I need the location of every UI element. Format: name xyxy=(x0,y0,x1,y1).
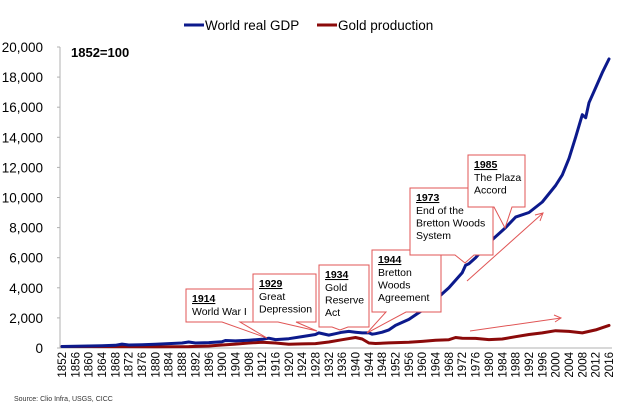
y-tick-label: 10,000 xyxy=(2,191,43,206)
x-tick-label: 1964 xyxy=(431,351,443,377)
annotation-callout-box xyxy=(467,154,526,230)
gold-trend-arrow xyxy=(469,317,562,332)
y-tick-label: 6,000 xyxy=(9,251,43,266)
annotation-text: World War I xyxy=(192,306,247,318)
x-tick-label: 1900 xyxy=(217,352,229,378)
x-tick-label: 1940 xyxy=(351,352,363,378)
annotation-text: Great xyxy=(259,291,285,303)
x-tick-label: 2000 xyxy=(551,352,563,378)
x-tick-label: 1972 xyxy=(457,352,469,378)
x-tick-label: 1936 xyxy=(337,352,349,378)
x-tick-label: 1932 xyxy=(324,352,336,378)
annotation-text: End of the xyxy=(416,205,464,217)
x-tick-label: 1880 xyxy=(150,352,162,378)
y-tick-label: 0 xyxy=(35,341,43,356)
x-tick-label: 1872 xyxy=(124,352,136,378)
x-tick-label: 1856 xyxy=(70,352,82,378)
x-tick-label: 1980 xyxy=(484,352,496,378)
y-axis: 0 2,000 4,000 6,000 8,000 10,000 12,000 14,000 1… xyxy=(2,40,61,356)
trend-arrows xyxy=(466,212,563,332)
x-tick-label: 2016 xyxy=(604,352,616,378)
index-base-note: 1852=100 xyxy=(71,45,129,60)
x-tick-label: 1988 xyxy=(511,352,523,378)
x-tick-label: 1908 xyxy=(244,352,256,378)
x-tick-label: 1976 xyxy=(471,352,483,378)
annotation-text: Depression xyxy=(259,304,312,316)
gdp-trend-arrow xyxy=(466,212,544,282)
x-tick-label: 1968 xyxy=(444,352,456,378)
annotation-text: Agreement xyxy=(378,292,429,304)
x-tick-label: 1876 xyxy=(137,352,149,378)
x-tick-label: 1884 xyxy=(164,351,176,377)
x-tick-label: 2012 xyxy=(591,352,603,378)
x-tick-label: 1896 xyxy=(204,352,216,378)
annotation-text: The Plaza xyxy=(474,172,521,184)
annotation-text: Accord xyxy=(474,185,507,197)
legend: World real GDP Gold production xyxy=(184,18,433,33)
gdp-trend-arrowhead xyxy=(534,212,544,222)
x-tick-label: 1864 xyxy=(97,351,109,377)
x-tick-label: 1916 xyxy=(270,352,282,378)
annotation-text: Act xyxy=(325,307,340,319)
x-tick-label: 1904 xyxy=(230,351,242,377)
y-tick-label: 14,000 xyxy=(2,130,43,145)
x-tick-label: 1952 xyxy=(391,352,403,378)
annotation-callout-box xyxy=(252,273,318,332)
legend-label-gold: Gold production xyxy=(338,18,433,33)
annotation-year: 1985 xyxy=(474,159,498,171)
annotation-callout-box xyxy=(318,264,370,331)
x-tick-label: 1956 xyxy=(404,352,416,378)
series-line-gold-production xyxy=(60,323,611,349)
series-line-world-gdp xyxy=(60,57,611,348)
x-tick-label: 1868 xyxy=(110,352,122,378)
x-tick-label: 1944 xyxy=(364,351,376,377)
x-tick-label: 1912 xyxy=(257,352,269,378)
x-tick-label: 1928 xyxy=(310,352,322,378)
x-tick-label: 2008 xyxy=(577,352,589,378)
annotation-text: Bretton Woods xyxy=(416,218,485,230)
source-note: Source: Clio Infra, USGS, CICC xyxy=(14,396,113,403)
y-tick-label: 20,000 xyxy=(2,40,43,55)
x-tick-label: 1888 xyxy=(177,352,189,378)
annotation-year: 1929 xyxy=(259,278,283,290)
y-tick-label: 8,000 xyxy=(9,221,43,236)
y-tick-label: 2,000 xyxy=(9,311,43,326)
y-tick-label: 12,000 xyxy=(2,160,43,175)
annotation-year: 1973 xyxy=(416,192,440,204)
gold-trend-arrowhead xyxy=(553,314,563,323)
annotation-text: Gold xyxy=(325,282,347,294)
x-tick-label: 1892 xyxy=(190,352,202,378)
x-tick-label: 1920 xyxy=(284,352,296,378)
y-tick-label: 16,000 xyxy=(2,100,43,115)
x-tick-label: 1860 xyxy=(84,352,96,378)
annotation-text: Woods xyxy=(378,280,411,292)
annotation-callout-box xyxy=(366,249,442,334)
x-tick-label: 1984 xyxy=(497,351,509,377)
annotation-year: 1914 xyxy=(192,293,216,305)
annotation-text: System xyxy=(416,230,451,242)
annotation-year: 1944 xyxy=(378,254,402,266)
x-tick-label: 1924 xyxy=(297,351,309,377)
y-tick-label: 4,000 xyxy=(9,281,43,296)
annotation-text: Bretton xyxy=(378,267,412,279)
x-axis: 1852 1856 1860 1864 1868 1872 1876 1880 1884 1888… xyxy=(57,347,616,378)
legend-label-gdp: World real GDP xyxy=(205,18,299,33)
x-tick-label: 1992 xyxy=(524,352,536,378)
annotation-text: Reserve xyxy=(325,295,364,307)
x-tick-label: 2004 xyxy=(564,351,576,377)
y-tick-label: 18,000 xyxy=(2,70,43,85)
x-tick-label: 1960 xyxy=(417,352,429,378)
x-tick-label: 1948 xyxy=(377,352,389,378)
x-tick-label: 1996 xyxy=(537,352,549,378)
annotation-year: 1934 xyxy=(325,269,349,281)
x-tick-label: 1852 xyxy=(57,352,69,378)
